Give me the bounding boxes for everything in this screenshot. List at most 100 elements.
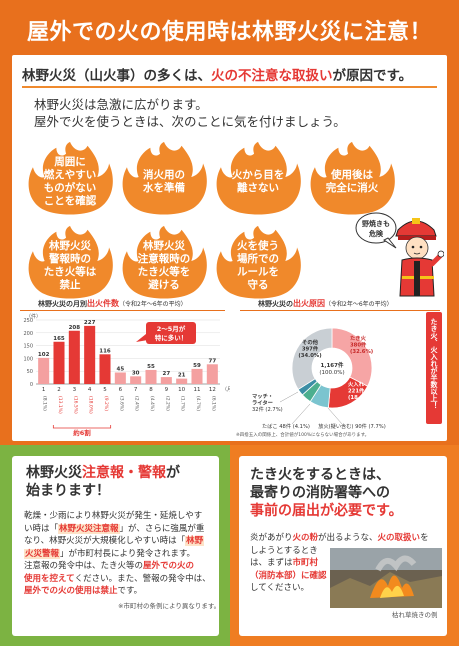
x-tick-label: 1 [42, 387, 46, 393]
bar-month-1 [38, 357, 50, 384]
tip-line: 水を準備 [143, 182, 185, 194]
x-tick-label: 10 [178, 387, 185, 393]
pie-label-campfire: (32.6%) [350, 349, 373, 355]
tip-flame-5: 林野火災 警報時の たき火等は 禁止 [24, 222, 116, 300]
y-axis-label: （件） [26, 313, 41, 320]
flame-icon [216, 225, 301, 299]
pie-hole [312, 348, 352, 388]
bracket [52, 425, 112, 429]
side-banner [426, 312, 442, 424]
grass-burning-photo [330, 548, 442, 608]
campfire-box-heading: たき火をするときは、 最寄りの消防署等への 事前の届出が必要です。 [250, 467, 403, 519]
speech-line-1: 野焼きも [362, 219, 390, 228]
x-percent-label: (16.5%) [72, 396, 78, 414]
tip-line: ものがない [43, 182, 97, 194]
x-percent-label: (6.1%) [210, 396, 216, 411]
tip-line: 使用後は [331, 169, 373, 181]
x-tick-label: 2 [57, 387, 61, 393]
bar-month-8 [145, 369, 157, 384]
bar-month-5 [99, 354, 111, 384]
x-percent-label: (4.7%) [195, 396, 201, 411]
x-tick-label: 4 [88, 387, 92, 393]
intro-line-2: 屋外で火を使うときは、次のことに気を付けましょう。 [34, 114, 346, 129]
pie-label-tobacco: たばこ 48件 (4.1%) [262, 422, 310, 430]
photo-caption: 枯れ草焼きの例 [392, 611, 438, 619]
pie-label-other: (34.0%) [298, 353, 321, 359]
tip-line: 離さない [237, 182, 279, 194]
bracket-label: 約6割 [73, 428, 91, 437]
bar-value-label: 77 [209, 358, 217, 364]
x-percent-label: (4.4%) [149, 396, 155, 411]
x-percent-label: (13.1%) [57, 396, 63, 414]
tip-text: 林野火災 警報時の たき火等は 禁止 [24, 240, 116, 292]
pie-label-burning: 221件 [348, 387, 365, 395]
flame-icon [28, 141, 113, 215]
x-tick-label: 7 [134, 387, 138, 393]
tip-line: 火を使う [237, 240, 279, 252]
callout-line-1: 2～5月が [157, 324, 186, 333]
flame-icon [122, 225, 207, 299]
tip-flame-3: 火から目を 離さない [212, 138, 304, 216]
pie-label-campfire: 380件 [350, 341, 367, 349]
lead-divider [22, 86, 437, 88]
leader-line [279, 391, 299, 403]
leader-line [291, 403, 311, 425]
pie-chart-rule [240, 310, 440, 311]
bar-month-6 [114, 372, 126, 384]
tip-flame-4: 使用後は 完全に消火 [306, 138, 398, 216]
pie-center-total: 1,167件 [321, 361, 344, 369]
pie-chart-title: 林野火災の出火原因（令和2年～6年の平均） [258, 299, 393, 308]
tip-line: 注意報時の [137, 253, 191, 265]
pie-label-match: ライター [252, 399, 273, 407]
tip-line: 林野火災 [49, 240, 91, 252]
tip-line: 消火用の [143, 169, 185, 181]
x-axis-label: （月） [222, 387, 230, 393]
bar-value-label: 27 [163, 371, 171, 377]
bar-value-label: 21 [178, 373, 186, 379]
pie-label-burning: 火入れ [348, 380, 365, 388]
bar-month-3 [68, 330, 80, 384]
bar-value-label: 45 [117, 366, 125, 372]
x-tick-label: 12 [209, 387, 216, 393]
x-tick-label: 5 [103, 387, 107, 393]
pie-label-other: 397件 [302, 345, 319, 353]
x-percent-label: (2.2%) [164, 396, 170, 411]
callout-line-2: 特に多い！ [155, 333, 188, 342]
tip-line: 守る [247, 279, 269, 291]
lead-text: 林野火災（山火事）の多くは、火の不注意な取扱いが原因です。 [22, 68, 413, 84]
flame-icon [310, 141, 395, 215]
speech-line-2: 危険 [368, 229, 384, 238]
pie-label-arson: 放火(疑い含む) 90件 (7.7%) [318, 422, 386, 430]
alert-box-body: 乾燥・少雨により林野火災が発生・延焼しやす い時は「林野火災注意報」が、さらに強… [24, 511, 211, 596]
tip-flame-7: 火を使う 場所での ルールを 守る [212, 222, 304, 300]
x-tick-label: 8 [149, 387, 153, 393]
bar-value-label: 116 [99, 348, 111, 354]
bar-month-2 [53, 341, 65, 384]
bar-month-10 [176, 378, 188, 384]
pie-label-burning: (18.9%) [348, 395, 371, 401]
bar-value-label: 30 [132, 370, 140, 376]
x-percent-label: (18.0%) [88, 396, 94, 414]
bar-chart-rule [20, 310, 225, 311]
tip-text: 使用後は 完全に消火 [306, 169, 398, 195]
tip-flame-1: 周囲に 燃えやすい ものがない ことを確認 [24, 138, 116, 216]
callout-box [146, 322, 196, 344]
y-tick-label: 250 [23, 318, 33, 324]
bar-value-label: 227 [84, 320, 96, 326]
bar-month-4 [84, 325, 96, 384]
tip-text: 周囲に 燃えやすい ものがない ことを確認 [24, 156, 116, 208]
tip-flame-2: 消火用の 水を準備 [118, 138, 210, 216]
pie-label-match-value: 32件 (2.7%) [252, 405, 283, 413]
leader-line [327, 407, 343, 425]
tip-text: 火から目を 離さない [212, 169, 304, 195]
callout-pointer [136, 334, 148, 342]
x-tick-label: 9 [165, 387, 169, 393]
tip-line: 火から目を [231, 169, 285, 181]
bar-month-7 [130, 376, 142, 384]
bar-value-label: 165 [53, 336, 65, 342]
tip-line: 場所での [237, 253, 279, 265]
x-percent-label: (1.7%) [180, 396, 186, 411]
alert-info-box [12, 456, 219, 636]
tip-line: 完全に消火 [325, 182, 379, 194]
y-tick-label: 50 [27, 369, 33, 375]
